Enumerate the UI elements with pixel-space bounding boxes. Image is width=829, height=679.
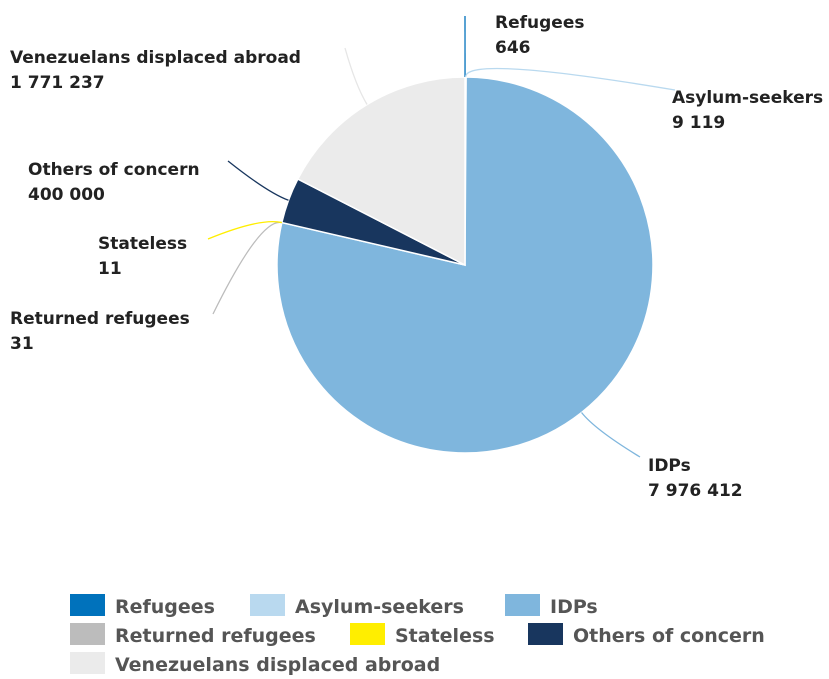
slice-label-asylum-seekers: Asylum-seekers — [672, 88, 823, 108]
slice-value-idps: 7 976 412 — [648, 481, 743, 501]
legend-label-returned-refugees: Returned refugees — [115, 625, 316, 647]
pie-slice-venezuelans-displaced-abroad — [296, 76, 466, 267]
legend-swatch-others-of-concern — [528, 623, 563, 645]
legend-swatch-refugees — [70, 594, 105, 616]
slice-value-others-of-concern: 400 000 — [28, 185, 105, 205]
legend-label-venezuelans-displaced-abroad: Venezuelans displaced abroad — [115, 654, 440, 676]
slice-label-stateless: Stateless — [98, 234, 187, 254]
slice-label-venezuelans-displaced-abroad: Venezuelans displaced abroad — [10, 48, 301, 68]
leader-line-returned-refugees — [212, 221, 282, 315]
legend-swatch-idps — [505, 594, 540, 616]
leader-line-venezuelans-displaced-abroad — [344, 47, 368, 105]
legend-label-idps: IDPs — [550, 596, 598, 618]
leader-line-others-of-concern — [227, 160, 289, 201]
slice-value-venezuelans-displaced-abroad: 1 771 237 — [10, 73, 105, 93]
slice-label-refugees: Refugees — [495, 13, 584, 33]
slice-value-returned-refugees: 31 — [10, 334, 34, 354]
leader-line-idps — [581, 412, 641, 458]
legend-swatch-venezuelans-displaced-abroad — [70, 652, 105, 674]
legend-label-refugees: Refugees — [115, 596, 215, 618]
legend-label-stateless: Stateless — [395, 625, 495, 647]
slice-value-stateless: 11 — [98, 259, 122, 279]
leader-line-asylum-seekers — [464, 67, 676, 91]
legend-swatch-returned-refugees — [70, 623, 105, 645]
legend-swatch-asylum-seekers — [250, 594, 285, 616]
slice-label-idps: IDPs — [648, 456, 691, 476]
leader-line-stateless — [207, 221, 282, 240]
slice-label-returned-refugees: Returned refugees — [10, 309, 190, 329]
legend-swatch-stateless — [350, 623, 385, 645]
legend-label-others-of-concern: Others of concern — [573, 625, 765, 647]
slice-label-others-of-concern: Others of concern — [28, 160, 200, 180]
slice-value-asylum-seekers: 9 119 — [672, 113, 725, 133]
legend-label-asylum-seekers: Asylum-seekers — [295, 596, 464, 618]
slice-value-refugees: 646 — [495, 38, 531, 58]
